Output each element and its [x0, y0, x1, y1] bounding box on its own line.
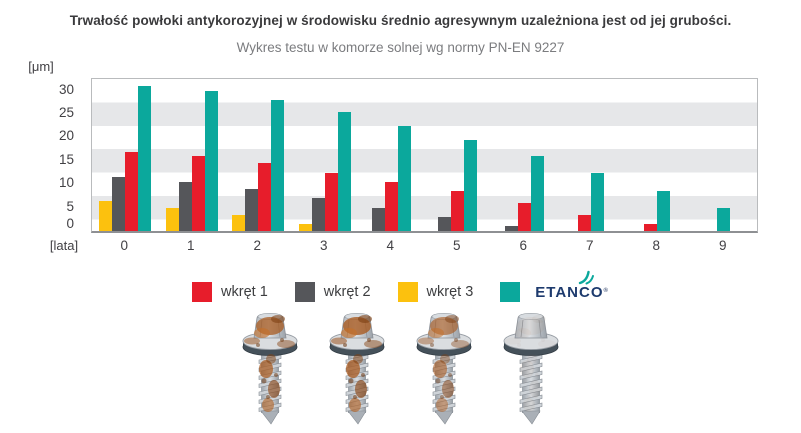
- x-tick-9: 9: [718, 238, 727, 253]
- chart-subtitle: Wykres testu w komorze solnej wg normy P…: [236, 40, 565, 55]
- bar-wkr-t-1-year-4: [384, 181, 398, 231]
- x-tick-6: 6: [519, 238, 527, 253]
- y-tick-30: 30: [58, 81, 74, 97]
- bar-wkr-t-1-year-6: [517, 202, 531, 231]
- bar-wkr-t-2-year-2: [245, 188, 259, 231]
- bar-wkr-t-2-year-6: [504, 226, 518, 231]
- bar-etanco-year-1: [204, 90, 218, 231]
- y-tick-25: 25: [58, 105, 74, 121]
- legend-swatch-etanco: [500, 282, 521, 302]
- x-axis-unit-label: [lata]: [49, 238, 79, 253]
- y-tick-10: 10: [58, 175, 74, 191]
- bar-wkr-t-1-year-1: [191, 156, 205, 231]
- x-tick-1: 1: [186, 238, 195, 253]
- legend-swatch-wkr-t-1: [192, 282, 213, 302]
- rusted-screw-photo-2: [329, 312, 385, 425]
- bar-wkr-t-3-year-3: [298, 224, 312, 231]
- bar-group-year-8: [624, 79, 691, 231]
- legend: wkręt 1 wkręt 2 wkręt 3 ETANCO®: [0, 270, 801, 307]
- x-tick-2: 2: [253, 238, 261, 253]
- legend-item-wkr-t-2: wkręt 2: [294, 282, 371, 302]
- bar-etanco-year-4: [397, 125, 411, 231]
- legend-item-etanco: ETANCO®: [500, 270, 609, 302]
- bar-etanco-year-2: [271, 100, 285, 231]
- etanco-registered-mark: ®: [603, 288, 609, 294]
- bar-etanco-year-0: [138, 86, 152, 231]
- bar-wkr-t-2-year-1: [178, 181, 192, 231]
- bar-wkr-t-1-year-0: [125, 151, 139, 231]
- etanco-swoosh-icon: [578, 270, 594, 285]
- bar-group-year-1: [159, 79, 226, 231]
- x-tick-5: 5: [452, 238, 461, 253]
- bar-group-year-5: [425, 79, 492, 231]
- x-tick-3: 3: [319, 238, 328, 253]
- y-tick-15: 15: [58, 151, 74, 167]
- x-axis-labels: 0 1 2 3 4 5 6 7 8 9: [91, 238, 756, 253]
- bar-group-year-7: [558, 79, 625, 231]
- bar-wkr-t-1-year-5: [451, 191, 465, 231]
- y-axis-ticks: 0 5 10 15 20 25 30: [40, 78, 84, 231]
- y-tick-0: 0: [66, 216, 74, 231]
- legend-label-wkr-t-1: wkręt 1: [221, 284, 268, 300]
- bar-group-year-6: [491, 79, 558, 231]
- legend-label-wkr-t-3: wkręt 3: [426, 284, 474, 300]
- bar-wkr-t-3-year-0: [99, 200, 113, 231]
- bar-wkr-t-2-year-0: [112, 177, 126, 231]
- x-tick-7: 7: [585, 238, 594, 253]
- bar-etanco-year-8: [657, 191, 671, 231]
- bar-wkr-t-2-year-4: [371, 207, 385, 231]
- x-tick-0: 0: [120, 238, 128, 253]
- etanco-logo: ETANCO®: [535, 270, 609, 302]
- bar-group-year-9: [691, 79, 758, 231]
- legend-item-wkr-t-3: wkręt 3: [397, 282, 474, 302]
- bar-group-year-0: [92, 79, 159, 231]
- y-axis-unit-label: [μm]: [28, 59, 54, 74]
- rusted-screw-photo-3: [416, 312, 472, 425]
- legend-swatch-wkr-t-3: [397, 282, 418, 302]
- y-tick-5: 5: [66, 198, 74, 214]
- bar-wkr-t-1-year-3: [324, 172, 338, 231]
- bar-wkr-t-2-year-5: [438, 216, 452, 231]
- bar-group-year-4: [358, 79, 425, 231]
- x-tick-4: 4: [386, 238, 394, 253]
- bar-etanco-year-3: [337, 111, 351, 231]
- chart-title: Trwałość powłoki antykorozyjnej w środow…: [69, 13, 732, 28]
- bar-wkr-t-3-year-1: [165, 207, 179, 231]
- clean-screw-photo-4: [503, 312, 559, 425]
- x-tick-8: 8: [652, 238, 660, 253]
- legend-swatch-wkr-t-2: [294, 282, 315, 302]
- screw-photos: [0, 311, 801, 427]
- bar-wkr-t-1-year-2: [258, 163, 272, 231]
- bar-wkr-t-3-year-2: [232, 214, 246, 231]
- etanco-wordmark: ETANCO®: [535, 284, 609, 301]
- bar-etanco-year-9: [717, 207, 731, 231]
- bar-etanco-year-7: [590, 172, 604, 231]
- y-tick-20: 20: [58, 128, 74, 144]
- bar-etanco-year-5: [464, 139, 478, 231]
- bar-group-year-2: [225, 79, 292, 231]
- bar-wkr-t-1-year-8: [644, 224, 658, 231]
- bar-wkr-t-2-year-3: [311, 198, 325, 231]
- rusted-screw-photo-1: [242, 312, 298, 425]
- bar-group-year-3: [292, 79, 359, 231]
- legend-label-wkr-t-2: wkręt 2: [323, 284, 371, 300]
- legend-item-wkr-t-1: wkręt 1: [192, 282, 268, 302]
- plot-area: [91, 78, 758, 233]
- bar-wkr-t-1-year-7: [577, 214, 591, 231]
- bar-etanco-year-6: [530, 156, 544, 231]
